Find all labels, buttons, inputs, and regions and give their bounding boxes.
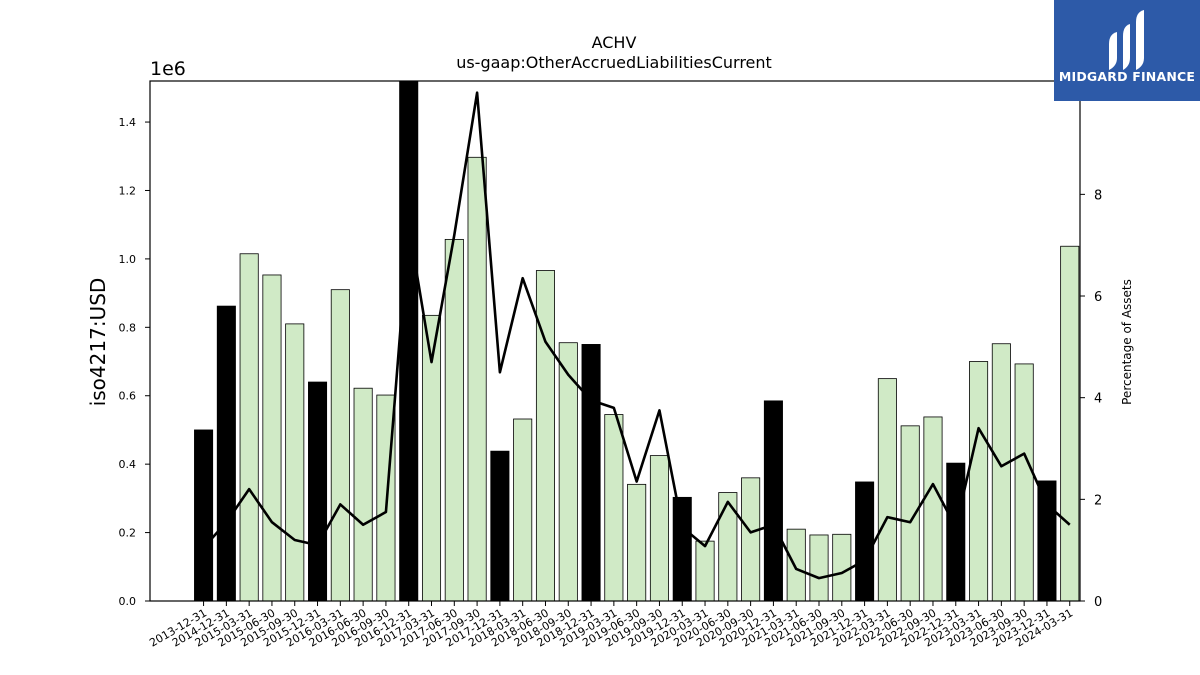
bar-2022-12-31	[946, 462, 966, 602]
bar-2023-03-31	[969, 361, 989, 602]
bar-2018-06-30	[535, 270, 555, 602]
y-tick-label: 0.8	[119, 321, 137, 334]
bar-2015-06-30	[262, 274, 282, 602]
brand-logo: MIDGARD FINANCE	[1054, 0, 1200, 101]
bar-2017-12-31	[490, 450, 510, 602]
bar-2022-09-30	[923, 416, 943, 602]
y-tick-label: 0.2	[119, 527, 137, 540]
chart-subtitle: us-gaap:OtherAccruedLiabilitiesCurrent	[456, 53, 772, 72]
chart-title: ACHV	[592, 33, 637, 52]
y2-tick-label: 6	[1094, 290, 1102, 305]
y2-tick-label: 4	[1094, 392, 1102, 407]
bar-2017-06-30	[444, 238, 464, 602]
y-tick-label: 0.4	[119, 458, 137, 471]
bar-2019-03-31	[604, 414, 624, 602]
bar-2023-06-30	[991, 343, 1011, 602]
y-axis-label: iso4217:USD	[86, 278, 110, 407]
y-offset-label: 1e6	[150, 58, 186, 80]
bar-2020-12-31	[763, 400, 783, 602]
bar-2017-09-30	[467, 156, 487, 602]
y2-axis-label: Percentage of Assets	[1120, 279, 1134, 405]
bar-2016-12-31	[399, 80, 419, 602]
bar-2024-03-31	[1060, 245, 1080, 602]
bar-2016-06-30	[353, 387, 373, 602]
bar-2014-12-31	[216, 305, 236, 602]
bar-2020-09-30	[741, 477, 761, 602]
y-tick-label: 1.2	[119, 184, 137, 197]
bar-2016-03-31	[330, 289, 350, 602]
bar-2022-03-31	[877, 378, 897, 602]
axes: 0.00.20.40.60.81.01.21.402468102013-12-3…	[119, 80, 1111, 650]
bar-2015-09-30	[285, 323, 305, 602]
bar-2015-03-31	[239, 253, 259, 602]
y-tick-label: 1.0	[119, 253, 137, 266]
percentage-line	[202, 91, 1071, 580]
bar-2023-09-30	[1014, 363, 1034, 602]
plot-frame	[149, 80, 1081, 602]
y2-tick-label: 2	[1094, 493, 1102, 508]
bar-2018-12-31	[581, 344, 601, 602]
bar-2021-09-30	[832, 533, 852, 602]
line-layer	[202, 91, 1071, 580]
logo-mark-icon	[1109, 10, 1144, 70]
bar-2019-06-30	[627, 483, 647, 602]
bar-2013-12-31	[194, 429, 214, 602]
bar-2019-12-31	[672, 496, 692, 602]
y2-tick-label: 8	[1094, 188, 1102, 203]
bar-2023-12-31	[1037, 480, 1057, 602]
y-tick-label: 0.0	[119, 595, 137, 608]
bar-2015-12-31	[308, 381, 328, 602]
bar-2021-12-31	[855, 481, 875, 602]
bar-2018-03-31	[513, 418, 533, 602]
bar-2020-03-31	[695, 540, 715, 602]
y-tick-label: 1.4	[119, 116, 137, 129]
bar-2021-03-31	[786, 528, 806, 602]
bar-2021-06-30	[809, 534, 829, 602]
logo-text: MIDGARD FINANCE	[1058, 69, 1196, 84]
y-tick-label: 0.6	[119, 390, 137, 403]
y2-tick-label: 0	[1094, 595, 1102, 610]
bars	[194, 80, 1080, 602]
bar-2019-09-30	[649, 455, 669, 602]
